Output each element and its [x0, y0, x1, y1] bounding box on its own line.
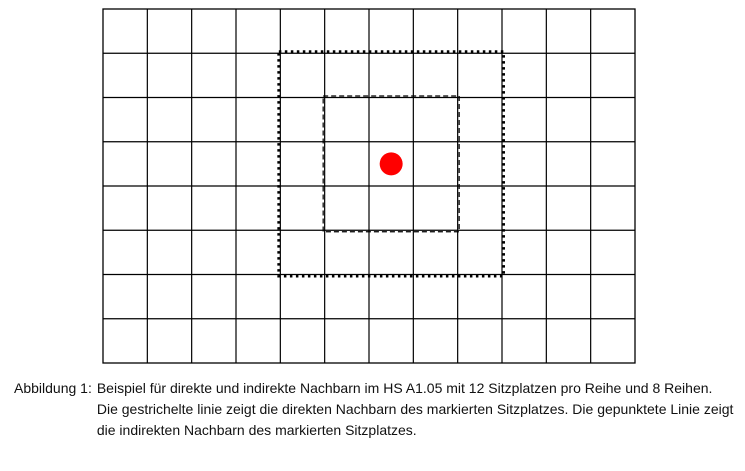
marked-seat-dot: [379, 152, 403, 176]
caption-label: Abbildung 1:: [14, 380, 92, 396]
indirect-neighbors-dotted-outline: [277, 50, 506, 278]
seat-grid: [102, 8, 636, 364]
figure-caption: Abbildung 1: Beispiel für direkte und in…: [14, 378, 734, 441]
caption-text: Beispiel für direkte und indirekte Nachb…: [96, 380, 734, 438]
seating-grid-diagram: [102, 8, 636, 364]
direct-neighbors-dashed-outline: [322, 95, 460, 233]
